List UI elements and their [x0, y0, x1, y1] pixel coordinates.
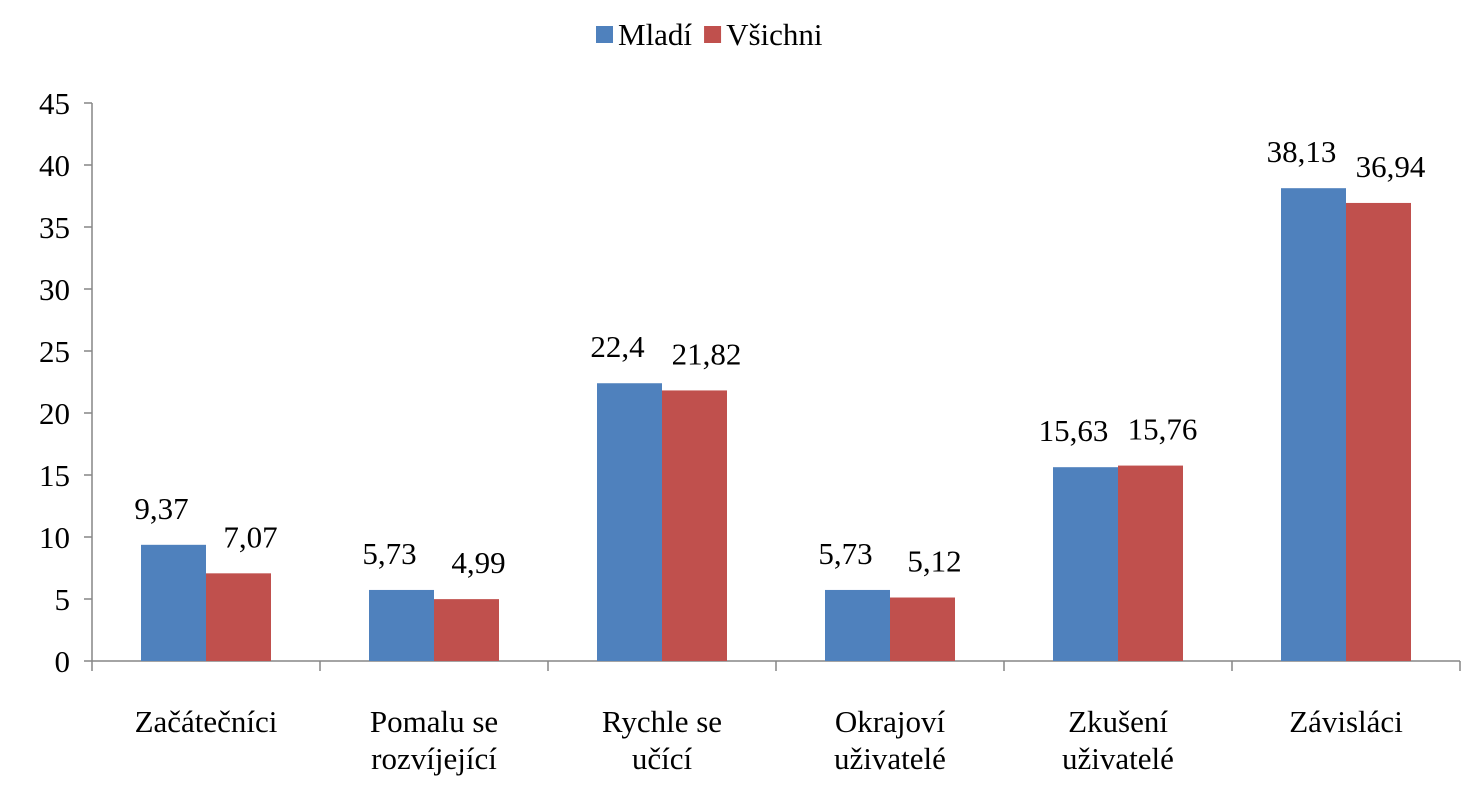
legend-swatch [596, 26, 613, 43]
bar [1118, 465, 1183, 661]
bar [369, 589, 434, 661]
x-tick-label: Okrajoví uživatelé [834, 704, 946, 776]
value-label: 38,13 [1267, 134, 1337, 169]
value-label: 15,63 [1039, 413, 1109, 448]
legend-label: Mladí [618, 17, 692, 52]
y-tick-label: 40 [39, 148, 70, 183]
value-label: 36,94 [1356, 149, 1426, 184]
x-tick-label: Pomalu se rozvíjející [370, 704, 498, 776]
value-label: 15,76 [1128, 412, 1198, 447]
x-tick-label: Začátečníci [135, 704, 278, 739]
y-tick-label: 20 [39, 396, 70, 431]
y-tick-label: 45 [39, 86, 70, 121]
bar [890, 597, 955, 661]
bar [1346, 202, 1411, 661]
y-tick-label: 10 [39, 520, 70, 555]
value-label: 21,82 [672, 336, 742, 371]
x-tick-label: Závisláci [1289, 704, 1403, 739]
bar [825, 589, 890, 661]
bar [662, 390, 727, 661]
y-tick-label: 0 [55, 644, 71, 679]
bar [206, 573, 271, 661]
bar [597, 383, 662, 661]
value-label: 7,07 [223, 519, 277, 554]
y-tick-label: 5 [55, 582, 71, 617]
value-label: 5,73 [362, 536, 416, 571]
x-tick-label: Zkušení uživatelé [1062, 704, 1174, 776]
value-label: 5,12 [907, 544, 961, 579]
y-tick-label: 15 [39, 458, 70, 493]
legend-swatch [704, 26, 722, 43]
value-label: 22,4 [590, 329, 645, 364]
value-label: 4,99 [451, 545, 505, 580]
value-label: 5,73 [818, 536, 872, 571]
y-tick-label: 25 [39, 334, 70, 369]
y-tick-label: 35 [39, 210, 70, 245]
bar [141, 544, 206, 661]
x-tick-label: Rychle se učící [602, 704, 722, 776]
legend-label: Všichni [726, 17, 823, 52]
bar [1281, 188, 1346, 662]
y-tick-label: 30 [39, 272, 70, 307]
value-label: 9,37 [134, 491, 188, 526]
bar [434, 599, 499, 661]
bar [1053, 467, 1118, 661]
